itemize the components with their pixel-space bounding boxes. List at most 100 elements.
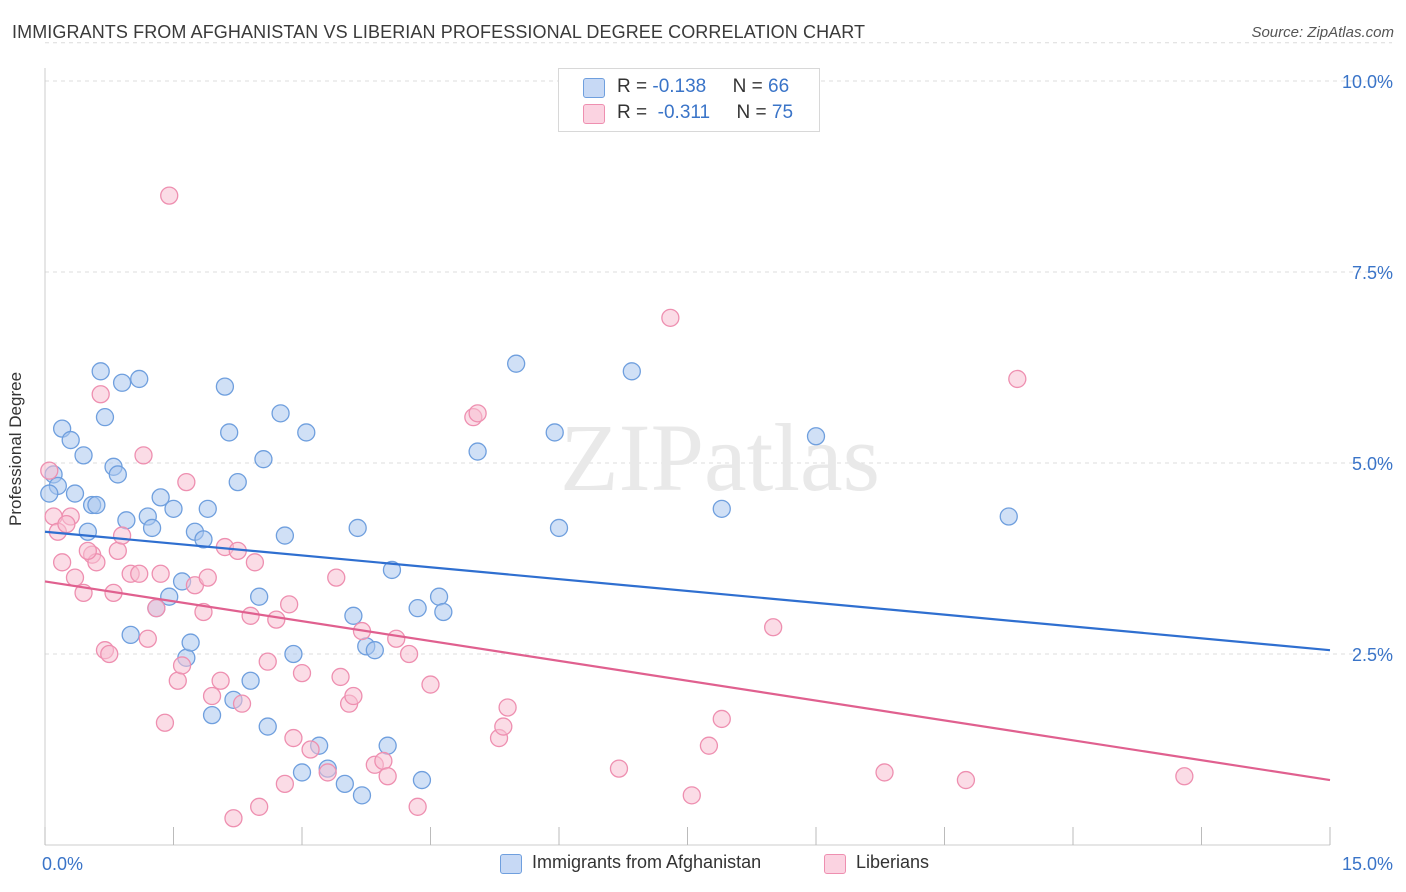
r-label: R = bbox=[617, 76, 653, 97]
r-value: -0.311 bbox=[657, 102, 711, 123]
point-afghanistan bbox=[74, 446, 93, 465]
point-afghanistan bbox=[151, 488, 170, 507]
point-liberian bbox=[194, 602, 213, 622]
point-afghanistan bbox=[549, 518, 569, 538]
point-liberian bbox=[78, 541, 97, 561]
point-afghanistan bbox=[142, 518, 162, 538]
point-liberian bbox=[494, 717, 513, 736]
point-afghanistan bbox=[344, 606, 363, 625]
point-afghanistan bbox=[999, 507, 1018, 526]
point-liberian bbox=[65, 568, 85, 587]
point-afghanistan bbox=[198, 499, 217, 518]
point-liberian bbox=[130, 564, 149, 583]
point-liberian bbox=[875, 763, 894, 782]
point-afghanistan bbox=[40, 484, 59, 503]
point-liberian bbox=[138, 629, 157, 648]
point-afghanistan bbox=[297, 423, 316, 442]
n-label: N = bbox=[732, 76, 769, 97]
point-liberian bbox=[327, 568, 346, 587]
point-liberian bbox=[258, 652, 277, 671]
point-afghanistan bbox=[117, 511, 136, 530]
point-afghanistan bbox=[130, 369, 149, 389]
point-liberian bbox=[1175, 767, 1194, 786]
point-liberian bbox=[40, 461, 59, 480]
trend-line-afghanistan bbox=[44, 530, 1331, 652]
point-liberian bbox=[1008, 369, 1027, 389]
point-afghanistan bbox=[365, 641, 384, 660]
point-afghanistan bbox=[250, 587, 269, 606]
point-afghanistan bbox=[65, 484, 85, 503]
point-afghanistan bbox=[202, 705, 222, 725]
y-tick-label: 5.0% bbox=[1352, 454, 1393, 474]
point-liberian bbox=[331, 667, 350, 687]
point-afghanistan bbox=[61, 430, 80, 450]
point-liberian bbox=[292, 663, 312, 683]
point-liberian bbox=[764, 618, 783, 637]
point-liberian bbox=[57, 514, 76, 534]
point-liberian bbox=[387, 629, 406, 648]
point-liberian bbox=[168, 671, 187, 690]
data-points bbox=[40, 186, 1194, 828]
point-liberian bbox=[224, 809, 243, 828]
point-afghanistan bbox=[254, 450, 273, 469]
point-afghanistan bbox=[382, 560, 402, 580]
tick-labels: 2.5% 5.0% 7.5% 10.0% 0.0% 15.0% bbox=[42, 72, 1393, 874]
point-liberian bbox=[172, 656, 192, 675]
point-liberian bbox=[609, 759, 629, 778]
point-liberian bbox=[318, 763, 337, 782]
point-afghanistan bbox=[271, 404, 290, 423]
point-afghanistan bbox=[228, 472, 247, 492]
point-liberian bbox=[245, 553, 265, 572]
point-liberian bbox=[160, 186, 179, 205]
point-afghanistan bbox=[408, 599, 427, 618]
n-value: 75 bbox=[771, 102, 794, 123]
point-liberian bbox=[956, 770, 976, 790]
point-afghanistan bbox=[91, 362, 110, 381]
point-liberian bbox=[661, 308, 680, 327]
trend-line-liberians bbox=[44, 580, 1331, 782]
point-afghanistan bbox=[241, 671, 260, 690]
r-label: R = bbox=[617, 102, 653, 123]
point-liberian bbox=[91, 385, 110, 404]
point-liberian bbox=[147, 599, 166, 618]
point-afghanistan bbox=[275, 526, 295, 545]
point-liberian bbox=[682, 786, 701, 805]
point-afghanistan bbox=[352, 786, 372, 805]
point-afghanistan bbox=[112, 373, 132, 392]
point-liberian bbox=[399, 644, 419, 664]
point-liberian bbox=[284, 728, 303, 748]
x-tick-label: 15.0% bbox=[1342, 854, 1393, 874]
point-liberian bbox=[699, 736, 719, 755]
point-liberian bbox=[108, 541, 127, 561]
watermark: ZIPatlas bbox=[560, 404, 880, 511]
y-tick-label: 7.5% bbox=[1352, 263, 1393, 283]
point-liberian bbox=[112, 526, 132, 545]
point-liberian bbox=[155, 713, 175, 732]
point-afghanistan bbox=[434, 602, 453, 622]
point-liberian bbox=[468, 404, 487, 423]
legend-label: Immigrants from Afghanistan bbox=[532, 852, 762, 872]
point-liberian bbox=[232, 694, 252, 713]
point-liberian bbox=[498, 698, 517, 717]
point-liberian bbox=[250, 797, 269, 816]
point-liberian bbox=[301, 740, 320, 759]
point-liberian bbox=[275, 774, 295, 794]
point-afghanistan bbox=[108, 465, 127, 484]
point-afghanistan bbox=[507, 354, 526, 373]
legend-swatch-blue bbox=[583, 78, 605, 98]
legend-swatch-pink bbox=[824, 854, 846, 874]
point-afghanistan bbox=[712, 499, 731, 518]
y-axis-label: Professional Degree bbox=[6, 371, 25, 526]
point-afghanistan bbox=[181, 633, 200, 652]
legend-label: Liberians bbox=[856, 852, 930, 872]
point-liberian bbox=[421, 675, 440, 694]
point-liberian bbox=[279, 595, 299, 614]
point-liberian bbox=[712, 709, 731, 729]
chart-title: IMMIGRANTS FROM AFGHANISTAN VS LIBERIAN … bbox=[12, 22, 866, 42]
r-value: -0.138 bbox=[652, 76, 707, 97]
legend-swatch-pink bbox=[583, 104, 605, 124]
point-liberian bbox=[151, 564, 170, 583]
point-afghanistan bbox=[378, 736, 397, 755]
point-liberian bbox=[374, 751, 393, 771]
